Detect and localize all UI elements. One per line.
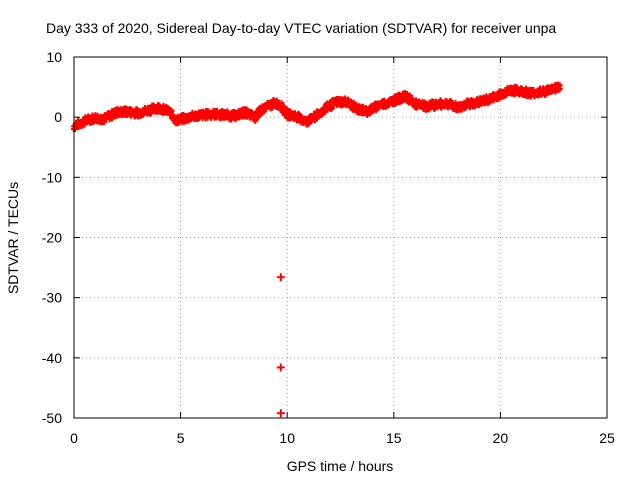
x-tick-label: 10 — [279, 430, 295, 446]
y-tick-label: 10 — [46, 49, 62, 65]
x-tick-label: 5 — [177, 430, 185, 446]
x-tick-label: 0 — [70, 430, 78, 446]
x-tick-label: 15 — [386, 430, 402, 446]
outlier-point — [276, 409, 285, 418]
plot-frame — [73, 56, 608, 419]
y-tick-label: -20 — [42, 230, 62, 246]
outlier-point — [276, 273, 285, 282]
data-point — [556, 86, 563, 93]
data-point — [328, 104, 335, 111]
chart-title: Day 333 of 2020, Sidereal Day-to-day VTE… — [46, 20, 556, 36]
x-axis-label: GPS time / hours — [287, 458, 394, 474]
outlier-point — [276, 363, 285, 372]
y-tick-label: 0 — [54, 109, 62, 125]
x-tick-label: 25 — [599, 430, 615, 446]
y-tick-label: -10 — [42, 169, 62, 185]
x-tick-label: 20 — [493, 430, 509, 446]
data-point — [313, 115, 320, 122]
y-tick-label: -40 — [42, 350, 62, 366]
y-axis-label: SDTVAR / TECUs — [5, 182, 21, 294]
y-tick-label: -50 — [42, 410, 62, 426]
y-tick-label: -30 — [42, 290, 62, 306]
data-series — [70, 81, 563, 418]
tick-labels: 0 5 10 15 20 25 10 0 -10 -20 -30 -40 -50 — [42, 49, 615, 446]
